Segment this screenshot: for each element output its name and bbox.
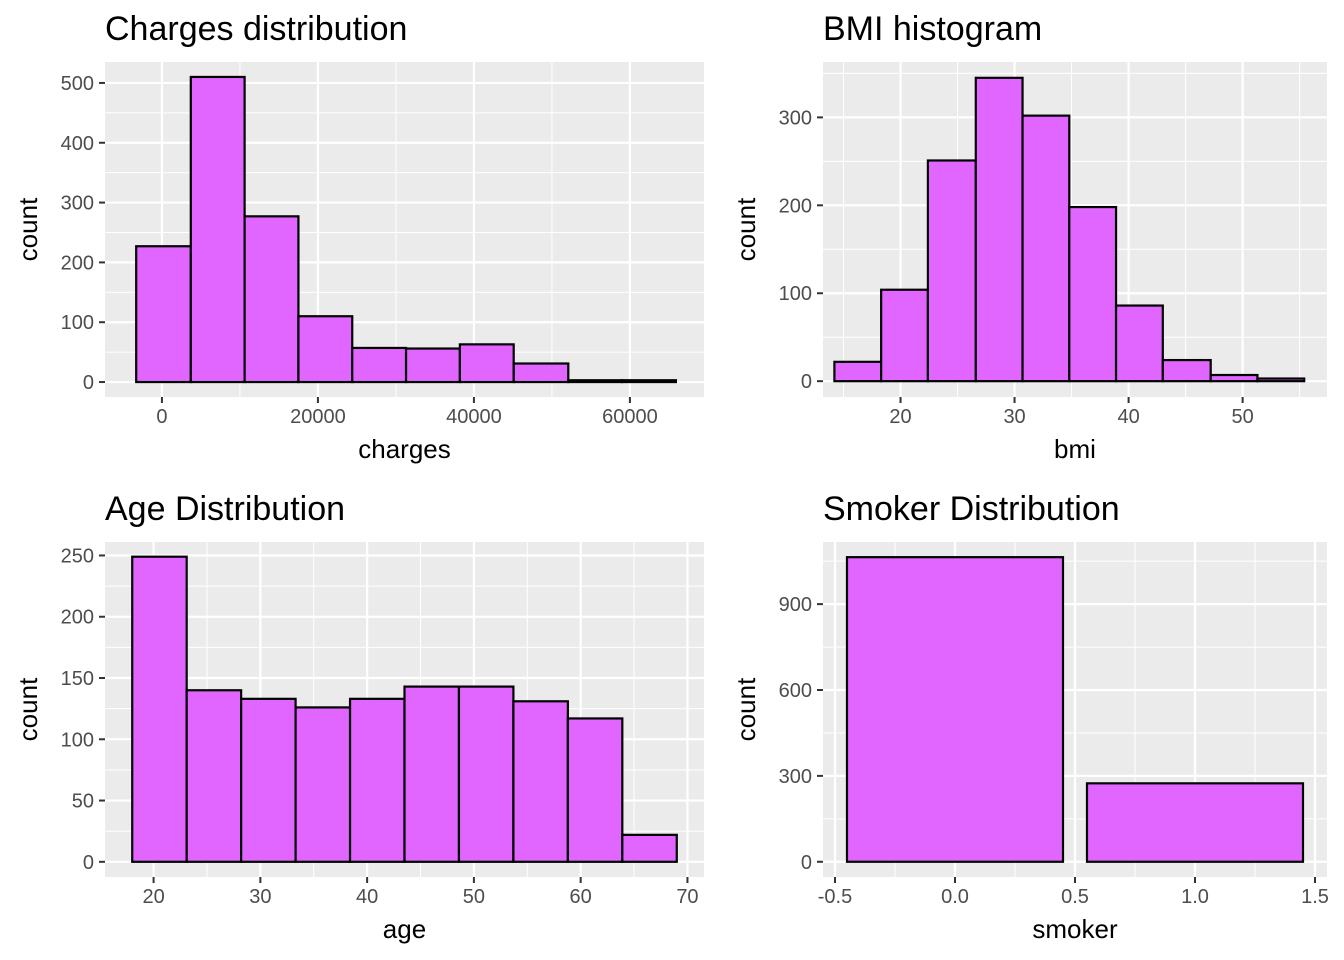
age-bar-6: [457, 685, 515, 863]
age-bar-0: [131, 555, 188, 863]
bmi-x-axis-title: bmi: [1054, 434, 1096, 464]
bmi-x-tick-label: 40: [1117, 406, 1139, 428]
charges-bar-1: [189, 75, 246, 384]
charges-bar-3: [297, 315, 354, 384]
bmi-bar-8: [1209, 373, 1259, 383]
charges-bar-5: [404, 347, 461, 384]
charges-x-tick-label: 60000: [602, 406, 658, 428]
bmi-y-tick-label: 0: [801, 371, 812, 393]
charges-bar-9: [621, 379, 678, 384]
charges-chart-title: Charges distribution: [105, 10, 407, 48]
age-y-axis-title: count: [13, 677, 43, 741]
age-y-tick-label: 200: [61, 607, 94, 629]
age-y-tick-label: 250: [61, 545, 94, 567]
charges-bar-0: [135, 245, 192, 384]
age-bar-3: [294, 706, 352, 863]
smoker-panel: -0.5 0.0 0.5 1.0 1.5 0 300 600 900 Smoker Distrib…: [731, 490, 1329, 944]
smoker-x-tick-label: 0.0: [941, 886, 969, 908]
smoker-y-tick-label: 600: [779, 680, 812, 702]
age-bar-1: [185, 689, 243, 863]
charges-panel: 0 20000 40000 60000 0 100 200 300 400 500 Charges …: [13, 10, 704, 464]
smoker-x-tick-label: 1.0: [1181, 886, 1209, 908]
charges-y-tick-label: 200: [61, 252, 94, 274]
bmi-bar-4: [1021, 114, 1071, 383]
charges-y-tick-label: 100: [61, 312, 94, 334]
age-bar-5: [403, 685, 461, 863]
age-x-tick-label: 70: [676, 886, 698, 908]
charges-y-axis-title: count: [13, 197, 43, 261]
charges-y-tick-label: 500: [61, 73, 94, 95]
charges-x-tick-label: 40000: [446, 406, 502, 428]
bmi-bar-9: [1256, 377, 1306, 383]
charges-bar-7: [512, 362, 570, 384]
charges-x-tick-label: 20000: [290, 406, 346, 428]
bmi-y-tick-label: 200: [779, 195, 812, 217]
smoker-x-tick-label: 0.5: [1061, 886, 1089, 908]
bmi-y-axis-title: count: [731, 197, 761, 261]
charges-y-tick-label: 300: [61, 193, 94, 215]
smoker-y-tick-label: 300: [779, 766, 812, 788]
smoker-bar-1: [1085, 782, 1305, 863]
age-y-tick-label: 100: [61, 729, 94, 751]
bmi-chart-title: BMI histogram: [823, 10, 1042, 48]
age-bar-4: [348, 697, 406, 863]
age-x-axis-title: age: [383, 914, 426, 944]
charges-bar-6: [458, 343, 515, 384]
bmi-panel: 20 30 40 50 0 100 200 300 BMI histogram bmi count: [731, 10, 1327, 464]
charges-bar-4: [351, 346, 408, 384]
bmi-bar-2: [926, 159, 977, 383]
age-bar-7: [512, 700, 569, 863]
bmi-bar-7: [1161, 358, 1212, 383]
age-x-tick-label: 40: [356, 886, 378, 908]
bmi-y-tick-label: 300: [779, 107, 812, 129]
bmi-bar-1: [880, 288, 930, 383]
smoker-y-tick-label: 0: [801, 852, 812, 874]
age-bar-2: [240, 697, 297, 863]
bmi-bar-5: [1068, 205, 1118, 383]
charges-x-tick-label: 0: [156, 406, 167, 428]
charges-bar-2: [243, 215, 300, 384]
charges-bar-8: [567, 379, 624, 384]
smoker-x-tick-label: 1.5: [1301, 886, 1329, 908]
age-x-tick-label: 30: [249, 886, 271, 908]
age-x-tick-label: 50: [463, 886, 485, 908]
charges-x-axis-title: charges: [358, 434, 451, 464]
age-bar-9: [621, 833, 678, 863]
smoker-bar-0: [845, 556, 1065, 863]
age-y-tick-label: 50: [72, 791, 94, 813]
age-bar-8: [566, 717, 624, 863]
smoker-y-tick-label: 900: [779, 594, 812, 616]
bmi-bar-3: [974, 76, 1024, 383]
age-panel: 20 30 40 50 60 70 0 50 100 150 200 250 Age Distribut…: [13, 490, 704, 944]
age-x-tick-label: 60: [570, 886, 592, 908]
smoker-x-tick-label: -0.5: [818, 886, 852, 908]
smoker-y-axis-title: count: [731, 677, 761, 741]
smoker-chart-title: Smoker Distribution: [823, 490, 1120, 528]
bmi-y-tick-label: 100: [779, 283, 812, 305]
bmi-bar-6: [1114, 304, 1164, 383]
charges-y-tick-label: 0: [83, 372, 94, 394]
age-chart-title: Age Distribution: [105, 490, 345, 528]
bmi-bar-0: [833, 360, 883, 383]
bmi-x-tick-label: 50: [1231, 406, 1253, 428]
age-y-tick-label: 150: [61, 668, 94, 690]
smoker-x-axis-title: smoker: [1032, 914, 1118, 944]
charges-y-tick-label: 400: [61, 133, 94, 155]
age-y-tick-label: 0: [83, 852, 94, 874]
age-x-tick-label: 20: [142, 886, 164, 908]
bmi-x-tick-label: 30: [1003, 406, 1025, 428]
bmi-x-tick-label: 20: [889, 406, 911, 428]
